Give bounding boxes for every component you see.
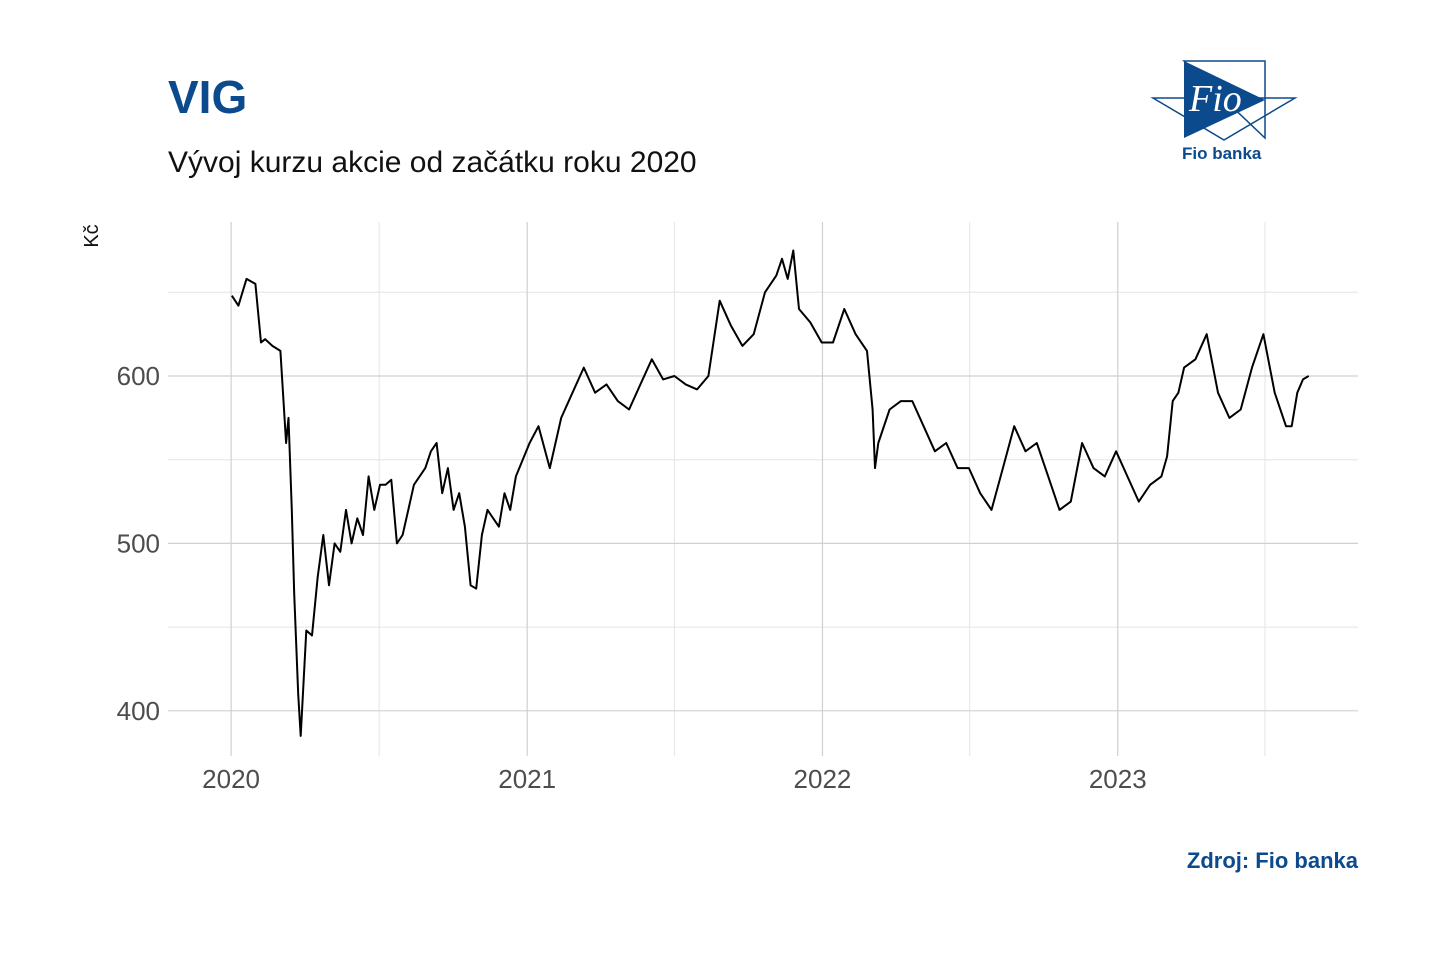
major-gridlines — [168, 222, 1358, 756]
x-tick-label: 2021 — [498, 764, 556, 794]
chart-title: VIG — [168, 71, 248, 123]
fio-logo-label: Fio banka — [1182, 144, 1262, 163]
y-tick-label: 600 — [117, 361, 160, 391]
y-tick-label: 500 — [117, 528, 160, 558]
y-tick-labels: 400 500 600 — [117, 361, 160, 726]
x-tick-label: 2020 — [202, 764, 260, 794]
price-line — [231, 249, 1310, 737]
fio-logo-mark-text: Fio — [1188, 78, 1242, 120]
chart-subtitle: Vývoj kurzu akcie od začátku roku 2020 — [168, 146, 697, 179]
y-axis-label: Kč — [81, 224, 103, 247]
source-note: Zdroj: Fio banka — [1186, 848, 1358, 873]
y-tick-label: 400 — [117, 696, 160, 726]
fio-logo-icon: Fio — [1150, 60, 1298, 141]
x-tick-labels: 2020 2021 2022 2023 — [202, 764, 1146, 794]
x-tick-label: 2022 — [794, 764, 852, 794]
x-tick-label: 2023 — [1089, 764, 1147, 794]
